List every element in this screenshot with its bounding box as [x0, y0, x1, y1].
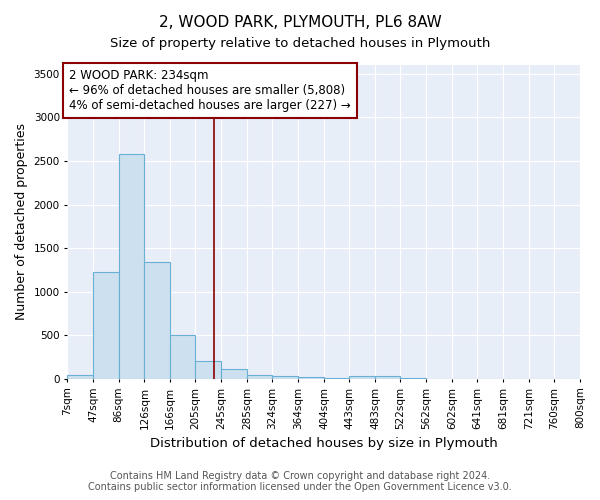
Y-axis label: Number of detached properties: Number of detached properties	[15, 124, 28, 320]
Bar	[221, 370, 247, 379]
Bar	[145, 262, 170, 379]
Bar	[272, 376, 298, 379]
Text: 2 WOOD PARK: 234sqm
← 96% of detached houses are smaller (5,808)
4% of semi-deta: 2 WOOD PARK: 234sqm ← 96% of detached ho…	[70, 70, 351, 112]
Bar	[196, 362, 221, 379]
Bar	[93, 272, 119, 379]
Bar	[119, 154, 145, 379]
Bar	[67, 374, 93, 379]
Bar	[324, 378, 349, 379]
Bar	[247, 374, 272, 379]
Bar	[349, 376, 375, 379]
Text: Contains HM Land Registry data © Crown copyright and database right 2024.
Contai: Contains HM Land Registry data © Crown c…	[88, 471, 512, 492]
Bar	[375, 376, 400, 379]
Bar	[170, 336, 196, 379]
X-axis label: Distribution of detached houses by size in Plymouth: Distribution of detached houses by size …	[150, 437, 497, 450]
Text: Size of property relative to detached houses in Plymouth: Size of property relative to detached ho…	[110, 38, 490, 51]
Text: 2, WOOD PARK, PLYMOUTH, PL6 8AW: 2, WOOD PARK, PLYMOUTH, PL6 8AW	[158, 15, 442, 30]
Bar	[298, 377, 324, 379]
